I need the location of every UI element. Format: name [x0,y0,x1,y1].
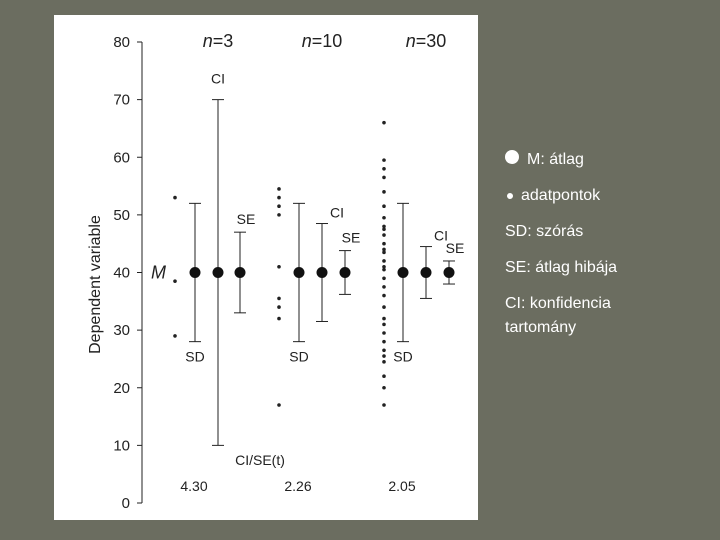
se-label: SE [446,240,465,256]
data-point [382,322,386,327]
ci-label: CI [211,71,225,87]
small-dot-icon [507,193,513,199]
y-tick-label: 60 [113,149,130,166]
y-axis-title: Dependent variable [87,215,104,354]
sd-label: SD [393,349,412,365]
data-point [382,276,386,281]
data-point [173,279,177,283]
legend-item-se: SE: átlag hibája [505,256,705,280]
data-point [277,264,281,269]
mean-dot [339,267,351,278]
data-point [277,305,281,309]
mean-dot [189,267,201,278]
data-point [382,250,386,255]
data-point [382,227,386,232]
y-tick-label: 10 [113,437,130,454]
data-point [382,339,386,344]
y-tick-label: 30 [113,322,130,339]
sd-label: SD [289,349,308,365]
data-point [277,204,281,209]
mean-dot [443,267,455,278]
t-value-label: 4.30 [180,478,207,494]
data-point [382,247,386,252]
large-dot-icon [505,150,519,164]
data-point [382,264,386,269]
data-point [277,296,281,301]
data-point [382,215,386,220]
data-point [382,166,386,171]
t-value-label: 2.05 [388,478,415,494]
data-point [277,195,281,200]
mean-dot [293,267,305,278]
y-tick-label: 50 [113,207,130,224]
mean-dot [420,267,432,278]
data-point [382,158,386,162]
mean-label: M [151,263,166,283]
se-label: SE [342,230,361,246]
se-label: SE [237,211,256,227]
data-point [277,187,281,191]
data-point [382,233,386,237]
legend-item-mean: M: átlag [505,148,705,172]
t-value-label: 2.26 [284,478,311,494]
data-point [277,403,281,407]
data-point [382,267,386,272]
data-point [382,259,386,263]
legend-item-sd: SD: szórás [505,220,705,244]
data-point [277,316,281,321]
legend-mean-label: M: átlag [527,151,584,168]
legend-se-label: SE: átlag hibája [505,259,618,276]
data-point [382,190,386,194]
mean-dot [212,267,224,278]
data-point [173,334,177,338]
sd-label: SD [185,349,204,365]
ci-label: CI [330,205,344,221]
chart-svg: 0 10 20 30 40 50 60 70 80 Dependent variable Mn=3 S… [87,31,465,512]
data-point [382,374,386,379]
mean-dot [316,267,328,278]
data-point [382,293,386,298]
legend: M: átlag adatpontok SD: szórás SE: átlag… [505,148,705,352]
legend-item-points: adatpontok [505,184,705,208]
data-point [277,213,281,217]
data-point [382,360,386,364]
y-tick-label: 80 [113,34,130,51]
y-tick-label: 0 [122,495,130,512]
legend-sd-label: SD: szórás [505,223,584,240]
data-point [382,285,386,289]
group-n-label: n=3 [203,31,234,51]
data-point [382,385,386,390]
data-point [382,331,386,335]
y-tick-label: 20 [113,380,130,397]
data-point [382,175,386,180]
data-point [382,224,386,229]
y-tick-label: 70 [113,92,130,109]
data-point [173,195,177,200]
data-point [382,403,386,407]
data-point [382,354,386,358]
ci-label: CI [434,228,448,244]
data-point [382,316,386,321]
data-point [382,305,386,309]
mean-dot [397,267,409,278]
x-axis-label: CI/SE(t) [235,452,285,468]
y-tick-label: 40 [113,265,130,282]
data-point [382,204,386,209]
legend-item-ci: CI: konfidencia tartomány [505,292,705,340]
legend-points-label: adatpontok [521,187,601,204]
data-point [382,120,386,125]
mean-dot [234,267,246,278]
data-point [382,241,386,246]
group-n-label: n=10 [302,31,343,51]
data-point [382,348,386,353]
legend-ci-label: CI: konfidencia tartomány [505,295,611,336]
group-n-label: n=30 [406,31,447,51]
